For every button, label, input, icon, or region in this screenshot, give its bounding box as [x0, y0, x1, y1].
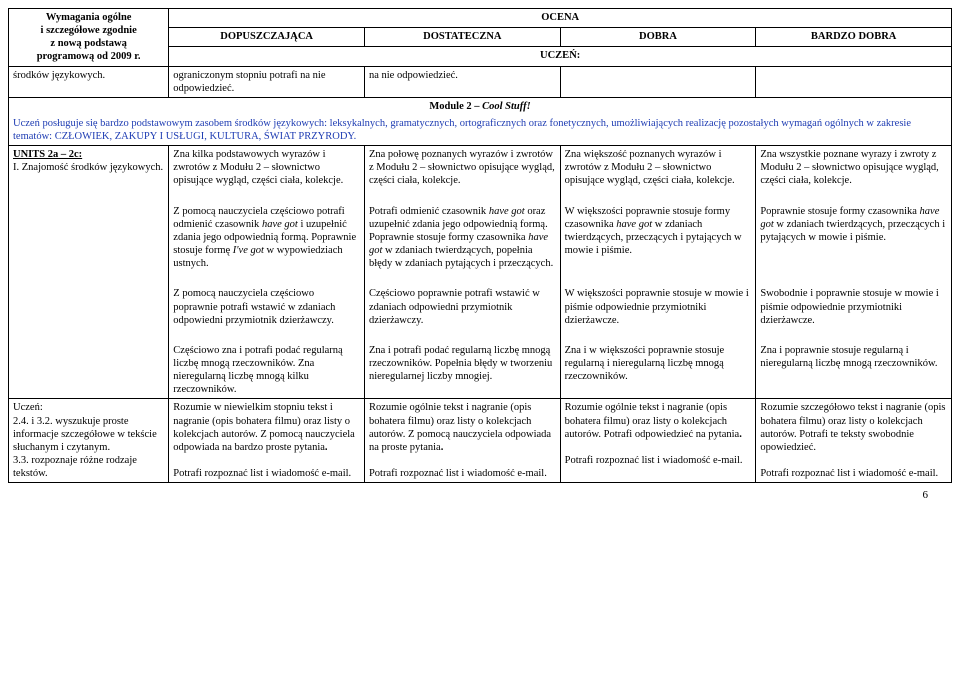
module-italic: Cool Stuff!	[482, 101, 531, 112]
grade-dopuszczajaca: DOPUSZCZAJĄCA	[169, 28, 365, 47]
req-l2: i szczegółowe zgodnie	[41, 25, 137, 36]
r2-c4: W większości poprawnie stosuje formy cza…	[560, 190, 756, 273]
r4-c5: Zna i poprawnie stosuje regularną i nier…	[756, 329, 952, 399]
uczen-cell: Uczeń: 2.4. i 3.2. wyszukuje proste info…	[9, 399, 169, 483]
row-top-c3: na nie odpowiedzieć.	[364, 66, 560, 97]
req-l3: z nową podstawą	[50, 38, 126, 49]
r3-c5: Swobodnie i poprawnie stosuje w mowie i …	[756, 272, 952, 329]
uczen-l2: 2.4. i 3.2. wyszukuje proste informacje …	[13, 416, 157, 453]
r3-c3: Częściowo poprawnie potrafi wstawić w zd…	[364, 272, 560, 329]
requirements-header: Wymagania ogólne i szczegółowe zgodnie z…	[9, 9, 169, 67]
r4-c2: Częściowo zna i potrafi podać regularną …	[169, 329, 365, 399]
row-top-c1: środków językowych.	[9, 66, 169, 97]
r2-c2: Z pomocą nauczyciela częściowo potrafi o…	[169, 190, 365, 273]
uczen-l1: Uczeń:	[13, 402, 43, 413]
r3-c4: W większości poprawnie stosuje w mowie i…	[560, 272, 756, 329]
row-top-c5	[756, 66, 952, 97]
r1-c3: Zna połowę poznanych wyrazów i zwrotów z…	[364, 146, 560, 190]
uczen-header: UCZEŃ:	[169, 47, 952, 66]
r3-c2: Z pomocą nauczyciela częściowo poprawnie…	[169, 272, 365, 329]
r1-c4: Zna większość poznanych wyrazów i zwrotó…	[560, 146, 756, 190]
r2-c3: Potrafi odmienić czasownik have got oraz…	[364, 190, 560, 273]
grade-dostateczna: DOSTATECZNA	[364, 28, 560, 47]
units-cell: UNITS 2a – 2c: I. Znajomość środków języ…	[9, 146, 169, 399]
req-l1: Wymagania ogólne	[46, 12, 132, 23]
r5-c2: Rozumie w niewielkim stopniu tekst i nag…	[169, 399, 365, 483]
ocena-header: OCENA	[169, 9, 952, 28]
row-top-c4	[560, 66, 756, 97]
assessment-grid: Wymagania ogólne i szczegółowe zgodnie z…	[8, 8, 952, 483]
grade-bardzo-dobra: BARDZO DOBRA	[756, 28, 952, 47]
grade-dobra: DOBRA	[560, 28, 756, 47]
row-top-c2: ograniczonym stopniu potrafi na nie odpo…	[169, 66, 365, 97]
r5-c4: Rozumie ogólnie tekst i nagranie (opis b…	[560, 399, 756, 483]
r1-c2: Zna kilka podstawowych wyrazów i zwrotów…	[169, 146, 365, 190]
units-l2: I. Znajomość środków językowych.	[13, 162, 163, 173]
uczen-l3: 3.3. rozpoznaje różne rodzaje tekstów.	[13, 455, 137, 479]
r4-c3: Zna i potrafi podać regularną liczbę mno…	[364, 329, 560, 399]
intro-text: Uczeń posługuje się bardzo podstawowym z…	[9, 115, 952, 146]
r5-c3: Rozumie ogólnie tekst i nagranie (opis b…	[364, 399, 560, 483]
module-title: Module 2 – Cool Stuff!	[9, 97, 952, 115]
page-number: 6	[8, 483, 952, 501]
units-l1: UNITS 2a – 2c:	[13, 149, 82, 160]
r5-c5: Rozumie szczegółowo tekst i nagranie (op…	[756, 399, 952, 483]
module-prefix: Module 2 –	[429, 101, 482, 112]
r1-c5: Zna wszystkie poznane wyrazy i zwroty z …	[756, 146, 952, 190]
r2-c5: Poprawnie stosuje formy czasownika have …	[756, 190, 952, 273]
req-l4: programową od 2009 r.	[37, 51, 141, 62]
r4-c4: Zna i w większości poprawnie stosuje reg…	[560, 329, 756, 399]
